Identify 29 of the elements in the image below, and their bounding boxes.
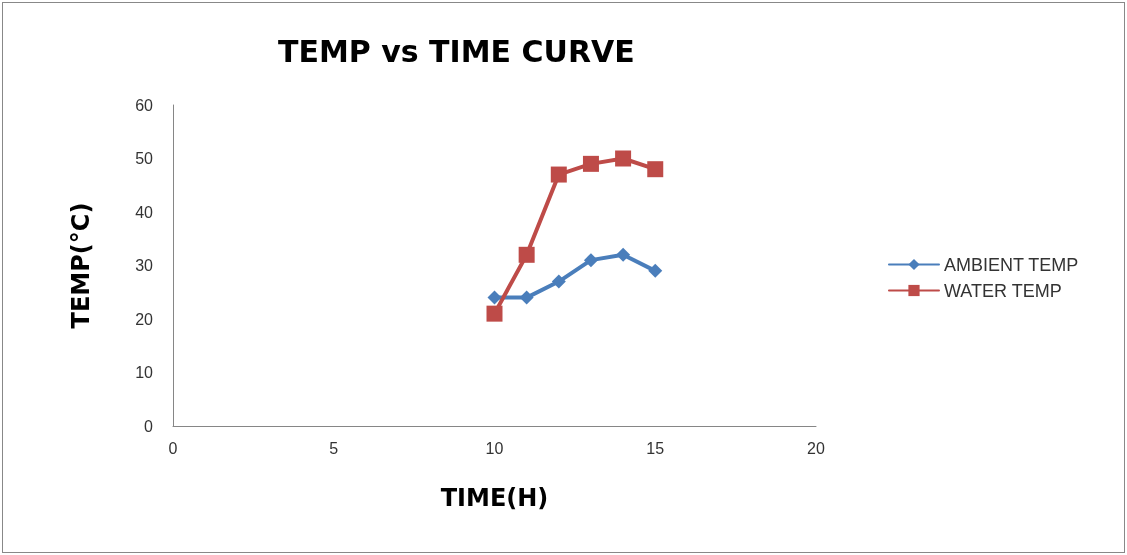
- x-tick-label: 15: [646, 439, 665, 457]
- y-tick-label: 40: [135, 203, 154, 221]
- point: [583, 253, 598, 268]
- point: [648, 263, 663, 278]
- y-tick-label: 30: [135, 257, 154, 274]
- point: [550, 166, 567, 183]
- x-axis-title: TIME(H): [440, 484, 549, 512]
- chart-title: TEMP vs TIME CURVE: [278, 33, 635, 69]
- point: [647, 161, 664, 178]
- point: [518, 246, 535, 263]
- y-tick-label: 0: [144, 417, 154, 435]
- x-tick-label: 10: [485, 439, 504, 457]
- point: [487, 290, 502, 305]
- legend-label: WATER TEMP: [943, 280, 1062, 301]
- x-tick-label: 5: [329, 439, 339, 457]
- legend-label: AMBIENT TEMP: [943, 254, 1079, 275]
- x-tick-label: 20: [807, 439, 825, 457]
- y-tick-label: 60: [135, 96, 154, 114]
- point: [582, 155, 599, 172]
- y-axis-title: TEMP(°C): [67, 202, 95, 329]
- y-tick-label: 50: [135, 150, 154, 167]
- point: [616, 247, 631, 262]
- point: [551, 274, 566, 289]
- x-tick-label: 0: [168, 439, 178, 457]
- y-tick-label: 10: [135, 364, 154, 381]
- y-tick-label: 20: [135, 310, 154, 328]
- point: [519, 290, 534, 305]
- point: [486, 305, 503, 322]
- point: [615, 150, 632, 167]
